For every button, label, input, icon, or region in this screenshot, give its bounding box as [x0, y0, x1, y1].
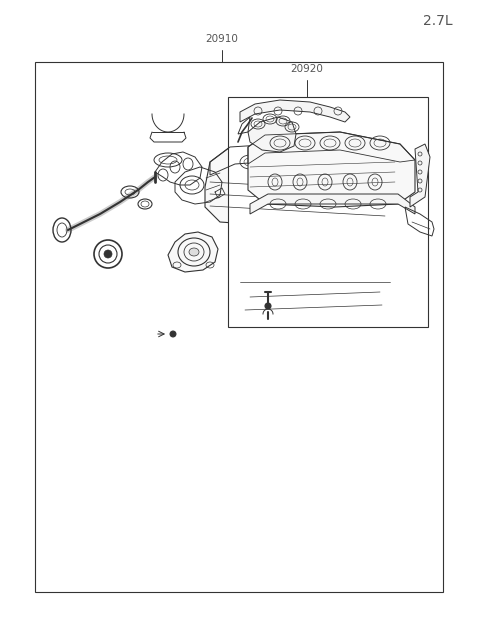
Text: 20920: 20920: [290, 64, 324, 74]
Polygon shape: [240, 100, 350, 122]
Polygon shape: [250, 194, 415, 214]
Polygon shape: [410, 144, 430, 207]
Polygon shape: [238, 267, 390, 327]
Text: 20910: 20910: [205, 34, 239, 44]
Polygon shape: [248, 117, 296, 152]
Ellipse shape: [170, 331, 176, 337]
Bar: [35, 62, 443, 592]
Text: 2.7L: 2.7L: [423, 14, 453, 28]
Ellipse shape: [265, 303, 271, 309]
Ellipse shape: [189, 248, 199, 256]
Polygon shape: [168, 232, 218, 272]
Polygon shape: [248, 132, 415, 207]
Ellipse shape: [104, 250, 112, 258]
Bar: [228, 97, 428, 327]
Polygon shape: [205, 142, 390, 227]
